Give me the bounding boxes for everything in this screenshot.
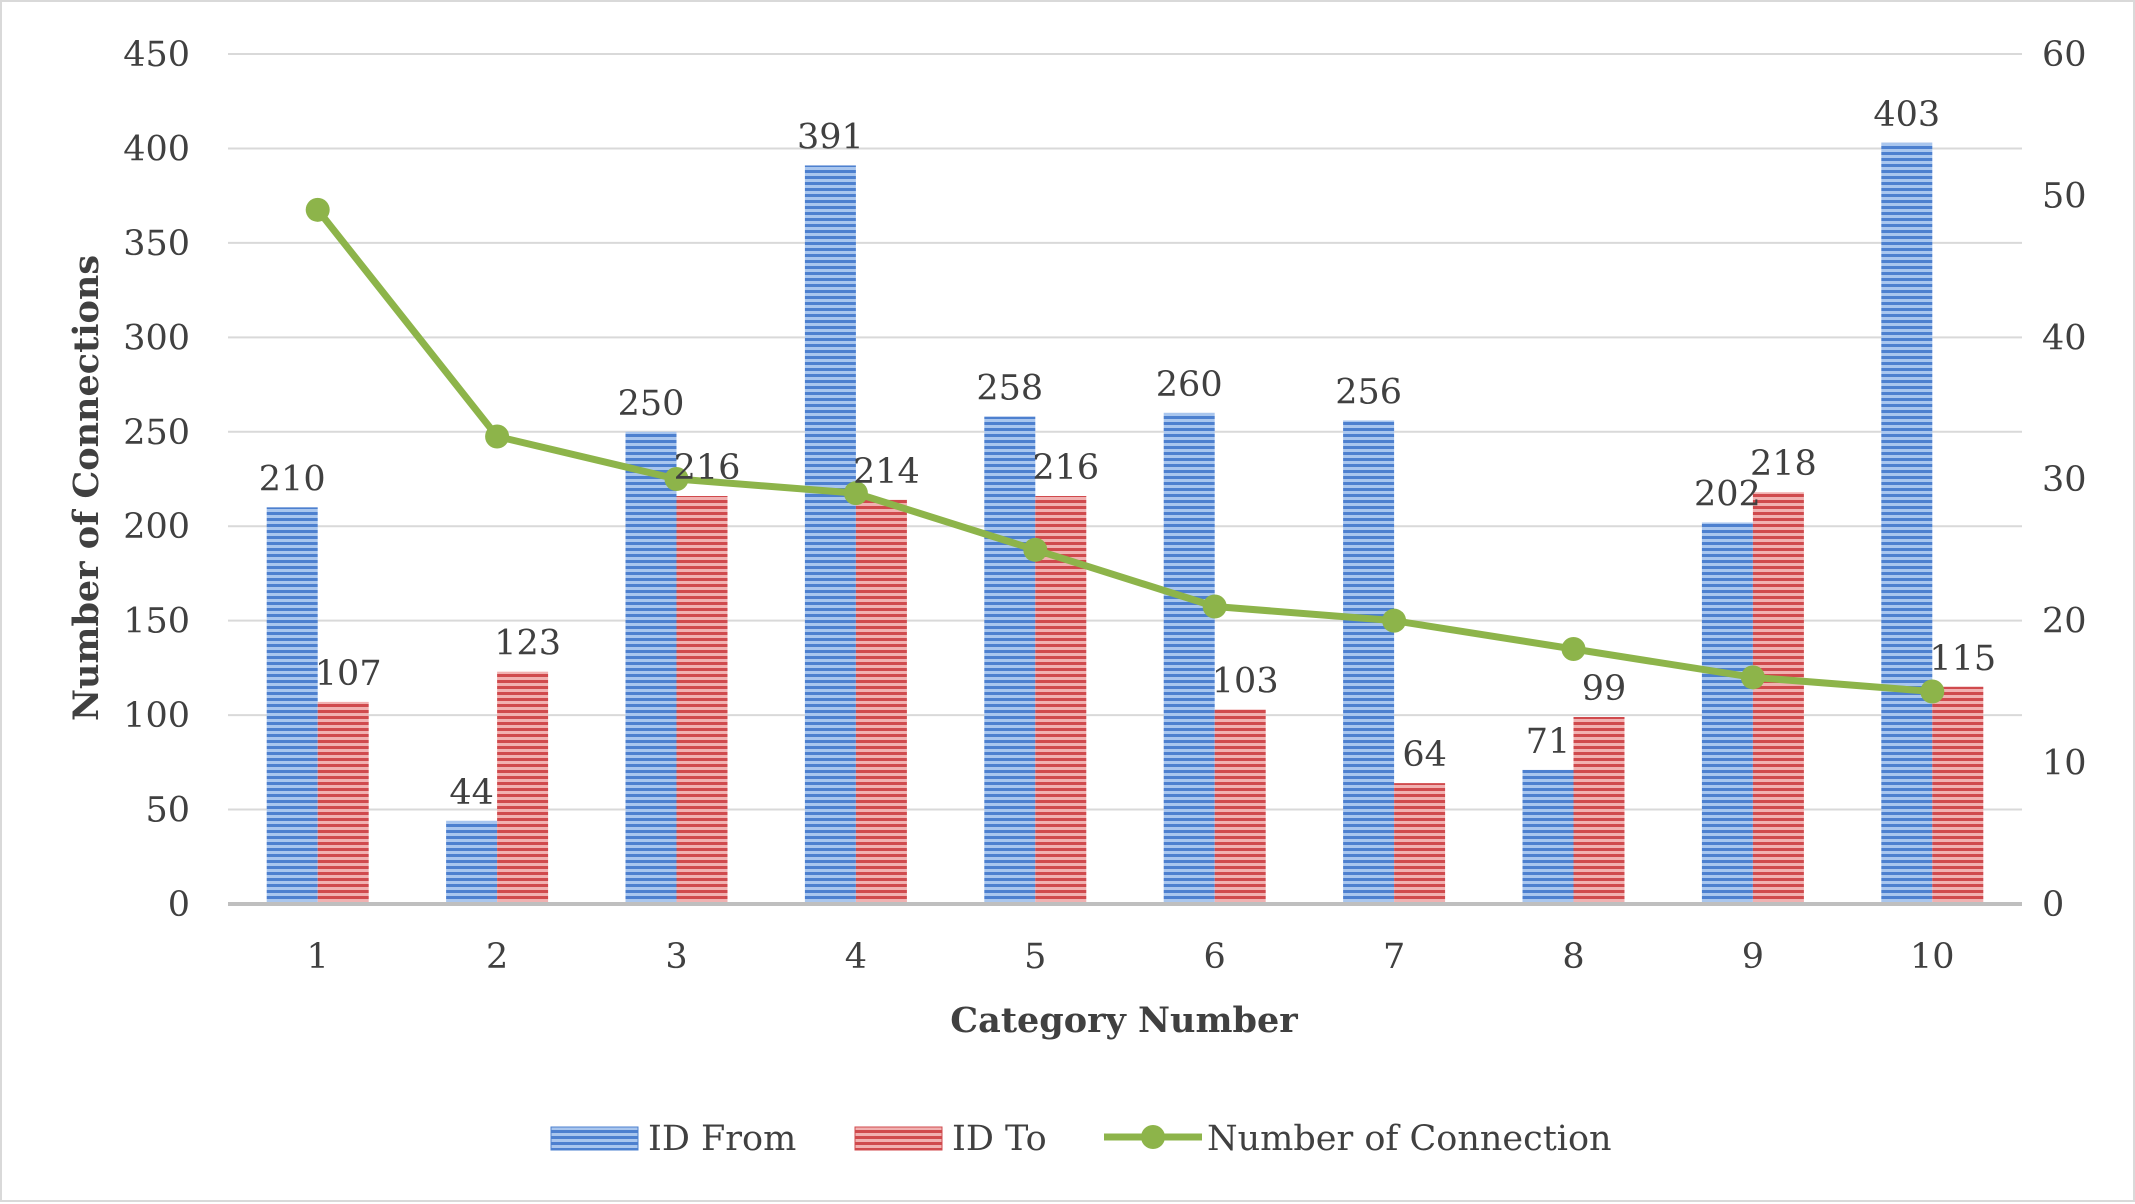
bar-id-from (804, 165, 856, 904)
data-label-id-from: 44 (449, 773, 494, 813)
data-label-id-to: 214 (853, 452, 920, 492)
axes: 0 50 100 150 200 250 300 350 400 450 0 10 20 30 40 50 60… (123, 35, 2086, 977)
line-point (1561, 637, 1586, 661)
x-axis-title: Category Number (950, 1000, 1298, 1041)
y-tick-label: 400 (123, 129, 190, 169)
y2-tick-label: 0 (2042, 885, 2064, 925)
bar-id-to (1573, 717, 1625, 904)
legend: ID From ID To Number of Connection (550, 1119, 1612, 1159)
line-point (843, 481, 868, 506)
y-axis-title: Number of Connections (66, 255, 107, 721)
bar-id-from (1163, 412, 1215, 904)
line-point (1023, 537, 1048, 562)
line-point (305, 197, 330, 222)
data-label-id-to: 107 (315, 654, 382, 694)
x-tick-label: 8 (1562, 937, 1584, 977)
data-label-id-from: 202 (1694, 474, 1761, 514)
data-label-id-from: 210 (259, 459, 326, 499)
bar-id-to (317, 701, 369, 904)
x-tick-label: 7 (1383, 937, 1405, 977)
data-label-id-to: 103 (1212, 661, 1279, 701)
bar-id-to (1752, 492, 1804, 904)
y2-tick-label: 60 (2042, 35, 2087, 75)
data-label-id-from: 71 (1526, 722, 1571, 762)
bar-id-to (1214, 709, 1266, 904)
data-label-id-from: 250 (618, 384, 685, 424)
bar-id-from (1522, 769, 1574, 904)
legend-label-connections: Number of Connection (1207, 1119, 1612, 1159)
x-tick-label: 3 (665, 937, 687, 977)
data-label-id-to: 216 (674, 448, 741, 488)
bar-id-from (1881, 142, 1933, 904)
bar-id-from (446, 820, 498, 904)
x-tick-label: 5 (1024, 937, 1046, 977)
data-label-id-from: 391 (797, 117, 864, 157)
y-tick-label: 100 (123, 696, 190, 736)
y-tick-label: 350 (123, 224, 190, 264)
x-tick-label: 9 (1742, 937, 1764, 977)
legend-swatch-marker (1141, 1125, 1165, 1149)
data-labels: 210 107 44 123 250 216 391 214 258 216 260 103 256 64… (259, 95, 1996, 813)
line-point (1920, 679, 1945, 704)
y-tick-label: 200 (123, 507, 190, 547)
bar-id-from (984, 416, 1036, 904)
x-tick-label: 2 (486, 937, 508, 977)
data-label-id-to: 218 (1750, 444, 1817, 484)
legend-label-id-from: ID From (648, 1119, 796, 1159)
bar-id-to (1932, 686, 1984, 904)
legend-label-id-to: ID To (952, 1119, 1047, 1159)
data-label-id-to: 99 (1582, 669, 1627, 709)
line-point (1740, 665, 1765, 690)
data-label-id-to: 115 (1929, 639, 1996, 679)
data-label-id-to: 64 (1402, 735, 1447, 775)
data-label-id-from: 260 (1156, 365, 1223, 405)
bar-id-to (676, 496, 728, 904)
y-tick-label: 450 (123, 35, 190, 75)
y-tick-label: 50 (145, 791, 190, 831)
bar-id-to (855, 499, 907, 904)
x-tick-label: 1 (307, 937, 329, 977)
line-number-of-connection (314, 207, 1933, 695)
line-point (664, 467, 689, 491)
line-series (305, 197, 1945, 704)
data-label-id-from: 403 (1873, 95, 1940, 135)
data-label-id-to: 123 (494, 624, 561, 664)
legend-swatch-id-to (854, 1126, 943, 1151)
line-point (1382, 608, 1407, 633)
y-tick-label: 150 (123, 602, 190, 642)
bar-id-from (625, 431, 677, 904)
y2-tick-label: 40 (2042, 318, 2087, 358)
data-label-id-from: 258 (976, 369, 1043, 409)
bar-id-from (1343, 420, 1395, 904)
data-label-id-from: 256 (1335, 372, 1402, 412)
line-point (485, 424, 510, 449)
y-tick-label: 0 (168, 885, 190, 925)
y-tick-label: 250 (123, 413, 190, 453)
y-tick-label: 300 (123, 318, 190, 358)
y2-tick-label: 10 (2042, 743, 2087, 783)
bar-id-from (266, 507, 318, 904)
y2-tick-label: 50 (2042, 177, 2087, 217)
data-label-id-to: 216 (1032, 448, 1099, 488)
bar-id-from (1701, 522, 1753, 904)
y2-tick-label: 20 (2042, 602, 2087, 642)
bars (266, 142, 1984, 904)
x-tick-label: 10 (1910, 937, 1955, 977)
x-tick-label: 4 (845, 937, 867, 977)
x-tick-label: 6 (1204, 937, 1226, 977)
bar-id-to (1394, 783, 1446, 904)
line-point (1202, 594, 1227, 619)
y2-tick-label: 30 (2042, 460, 2087, 500)
bar-id-to (497, 671, 549, 904)
legend-swatch-id-from (550, 1126, 639, 1151)
